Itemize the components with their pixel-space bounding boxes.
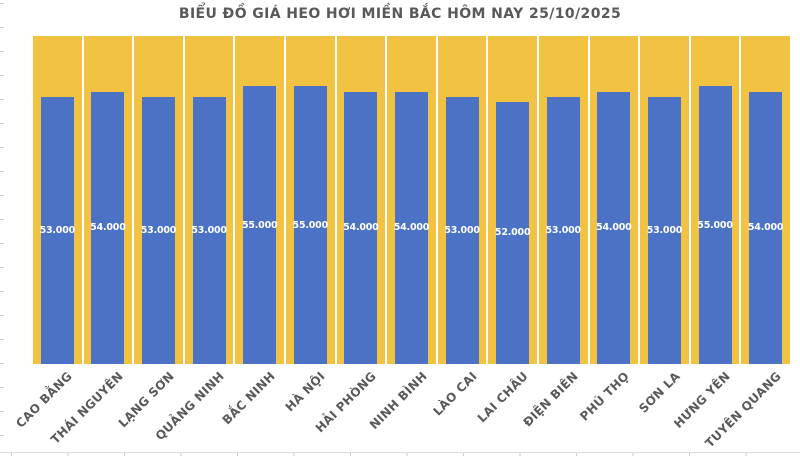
category-label: NINH BÌNH bbox=[366, 369, 430, 433]
bar-column: 55.000 bbox=[285, 36, 335, 364]
bar-column: 54.000 bbox=[387, 36, 436, 364]
category-label: CAO BẰNG bbox=[13, 369, 76, 431]
bar-column: 54.000 bbox=[589, 36, 639, 364]
bar: 54.000 bbox=[747, 91, 784, 364]
bar-value-label: 55.000 bbox=[241, 219, 278, 231]
bar: 55.000 bbox=[292, 86, 329, 364]
bar-column: 54.000 bbox=[83, 36, 133, 364]
bar-value-label: 52.000 bbox=[494, 227, 531, 239]
category-label: LẠNG SƠN bbox=[115, 369, 177, 431]
category-label: LAI CHÂU bbox=[474, 369, 531, 426]
category-label: SƠN LA bbox=[635, 369, 683, 416]
bar: 53.000 bbox=[140, 96, 177, 364]
bar-column: 55.000 bbox=[690, 36, 740, 364]
bar: 53.000 bbox=[545, 96, 582, 364]
chart-title: BIỂU ĐỒ GIÁ HEO HƠI MIỀN BẮC HÔM NAY 25/… bbox=[178, 6, 622, 22]
bar-value-label: 53.000 bbox=[39, 224, 76, 236]
bar: 53.000 bbox=[191, 96, 227, 364]
category-label: THÁI NGUYÊN bbox=[48, 369, 126, 447]
category-label: HÀ NỘI bbox=[282, 369, 329, 415]
bar: 54.000 bbox=[90, 91, 126, 364]
bar: 53.000 bbox=[39, 96, 76, 364]
bar-column: 52.000 bbox=[488, 36, 537, 364]
bar-value-label: 54.000 bbox=[343, 222, 379, 234]
bar: 54.000 bbox=[393, 91, 430, 364]
category-label: HẢI PHÒNG bbox=[312, 369, 379, 436]
bar-column: 55.000 bbox=[235, 36, 284, 364]
bar-value-label: 54.000 bbox=[393, 222, 430, 234]
bar-column: 53.000 bbox=[33, 36, 82, 364]
category-label: TUYÊN QUANG bbox=[702, 369, 784, 451]
bar-column: 53.000 bbox=[184, 36, 234, 364]
bar-column: 53.000 bbox=[538, 36, 588, 364]
bar-value-label: 54.000 bbox=[90, 222, 126, 234]
bar-value-label: 55.000 bbox=[292, 219, 329, 231]
bar-value-label: 53.000 bbox=[191, 224, 227, 236]
category-label: PHÚ THỌ bbox=[577, 369, 632, 424]
x-axis-ticks bbox=[11, 453, 800, 456]
category-label: BẮC NINH bbox=[219, 369, 278, 428]
bar-column: 54.000 bbox=[741, 36, 790, 364]
bar-value-label: 53.000 bbox=[545, 224, 582, 236]
bar: 55.000 bbox=[697, 86, 733, 364]
bar-value-label: 54.000 bbox=[747, 222, 784, 234]
bar-value-label: 53.000 bbox=[444, 224, 480, 236]
bar-column: 53.000 bbox=[134, 36, 183, 364]
bar-column: 54.000 bbox=[336, 36, 386, 364]
category-label: HƯNG YÊN bbox=[671, 369, 733, 431]
category-label: LÀO CAI bbox=[430, 369, 480, 419]
category-label: ĐIỆN BIÊN bbox=[520, 369, 582, 430]
bar-column: 53.000 bbox=[437, 36, 487, 364]
bar-value-label: 54.000 bbox=[596, 222, 632, 234]
x-axis-line bbox=[0, 452, 800, 457]
bar: 54.000 bbox=[343, 91, 379, 364]
bar: 54.000 bbox=[596, 91, 632, 364]
bar: 52.000 bbox=[494, 101, 531, 364]
bar: 53.000 bbox=[646, 96, 683, 364]
y-axis-ticks bbox=[0, 3, 4, 455]
bar-value-label: 53.000 bbox=[646, 224, 683, 236]
bar-column: 53.000 bbox=[640, 36, 689, 364]
bar: 53.000 bbox=[444, 96, 480, 364]
bar-value-label: 53.000 bbox=[140, 224, 177, 236]
bar-value-label: 55.000 bbox=[697, 219, 733, 231]
category-label: QUẢNG NINH bbox=[152, 369, 227, 444]
bar: 55.000 bbox=[241, 86, 278, 364]
plot-area: 53.000 54.000 53.000 53.000 55.000 55.000 54.0… bbox=[33, 36, 790, 364]
